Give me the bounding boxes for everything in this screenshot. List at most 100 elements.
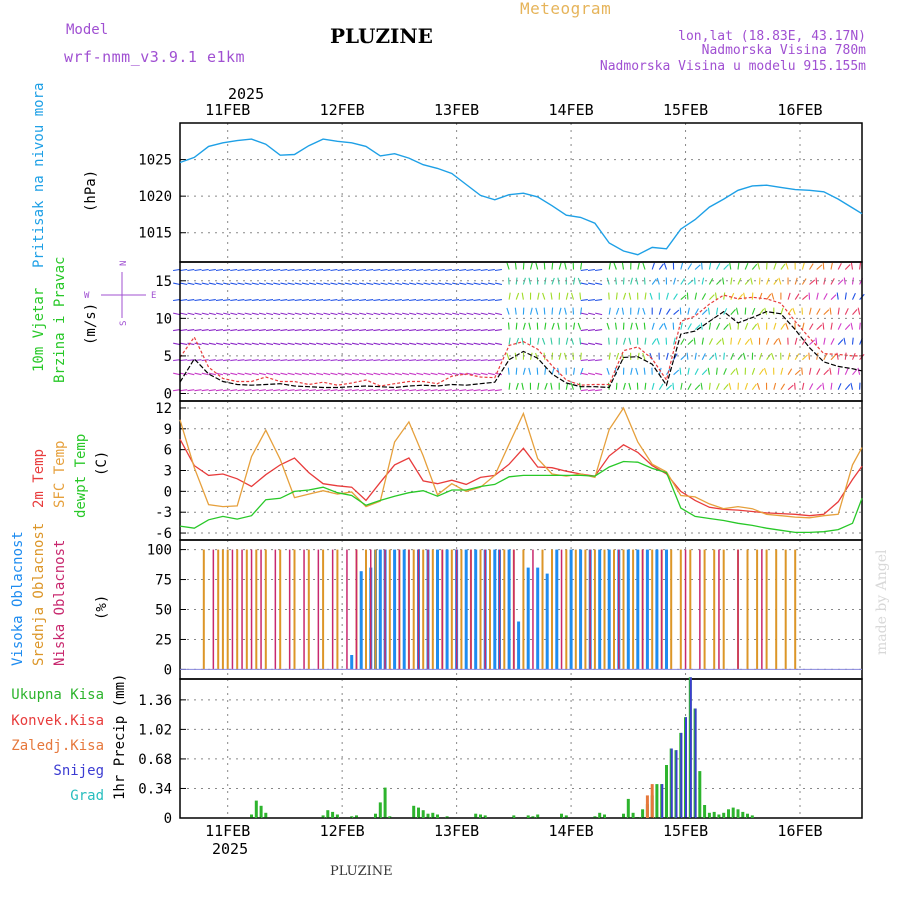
wind-arrow xyxy=(423,372,431,376)
wind-arrows xyxy=(173,262,865,392)
wind-arrow xyxy=(780,383,786,390)
wind-arrow xyxy=(487,372,495,376)
wind-arrow xyxy=(258,359,266,362)
cloud-unit: (%) xyxy=(94,595,110,620)
wind-arrow xyxy=(564,262,567,270)
wind-arrow xyxy=(494,342,503,346)
wind-arrow xyxy=(223,329,231,332)
precip-frame xyxy=(179,678,863,819)
wind-arrow xyxy=(337,359,345,362)
low-cloud-bar xyxy=(513,549,515,670)
temp-ytick-label: 9 xyxy=(164,422,172,438)
precip-bar xyxy=(321,815,325,818)
wind-arrow xyxy=(287,359,295,362)
wind-ylabel-1: 10m Vjetar xyxy=(31,288,47,372)
wind-arrow xyxy=(801,278,807,285)
wind-arrow xyxy=(607,382,610,390)
wind-arrow xyxy=(466,389,474,392)
wind-arrow xyxy=(608,337,610,345)
wind-arrow xyxy=(294,282,302,286)
wind-arrow xyxy=(844,292,847,300)
wind-arrow xyxy=(187,299,195,302)
wind-arrow xyxy=(287,342,295,346)
wind-arrow xyxy=(487,329,495,332)
wind-arrow xyxy=(237,312,245,316)
wind-arrow xyxy=(580,299,588,302)
wind-arrow xyxy=(423,359,431,362)
wind-arrow xyxy=(850,322,854,330)
wind-arrow xyxy=(822,382,825,390)
mid-cloud-bar xyxy=(784,549,787,670)
wind-arrow xyxy=(208,329,216,332)
wind-arrow xyxy=(316,342,324,346)
wind-arrow xyxy=(251,342,259,346)
wind-arrow xyxy=(251,299,259,302)
top-date-labels: 11FEB 12FEB 13FEB 14FEB 15FEB 16FEB xyxy=(205,101,822,119)
wind-arrow xyxy=(180,359,188,362)
wind-arrow xyxy=(251,372,259,376)
temp-ylabel-1: 2m Temp xyxy=(31,449,47,508)
wind-arrow xyxy=(651,262,655,270)
wind-arrow xyxy=(580,329,588,332)
coords-label: lon,lat (18.83E, 43.17N) xyxy=(678,29,866,44)
wind-arrow xyxy=(716,263,721,270)
cloud-ytick-label: 100 xyxy=(147,543,172,559)
wind-arrow xyxy=(230,329,238,332)
low-cloud-bar xyxy=(484,549,486,670)
high-cloud-bar xyxy=(474,549,478,670)
wind-arrow xyxy=(730,309,736,315)
wind-arrow xyxy=(173,342,181,346)
wind-arrow xyxy=(416,359,424,362)
wind-arrow xyxy=(693,337,696,345)
precip-bar xyxy=(388,816,392,818)
low-cloud-bar xyxy=(470,549,472,670)
bottom-date-label: 12FEB xyxy=(320,822,365,840)
low-cloud-bar xyxy=(718,549,720,670)
wind-arrow xyxy=(686,352,689,360)
bottom-date-label: 11FEB xyxy=(205,822,250,840)
mid-cloud-bar xyxy=(722,549,725,670)
wind-arrow xyxy=(437,329,445,332)
mid-cloud-bar xyxy=(255,549,258,670)
wind-ytick-label: 15 xyxy=(155,274,172,290)
wind-arrow xyxy=(187,282,195,286)
wind-arrow xyxy=(751,323,758,330)
wind-arrow xyxy=(658,323,664,330)
wind-arrow xyxy=(816,384,822,391)
wind-arrow xyxy=(180,329,188,332)
wind-arrow xyxy=(387,299,395,302)
wind-arrow xyxy=(287,372,295,376)
wind-arrow xyxy=(387,268,395,272)
wind-arrow xyxy=(528,322,532,330)
wind-arrow xyxy=(570,292,575,300)
wind-arrow xyxy=(387,389,395,392)
precip-bar xyxy=(483,815,487,818)
wind-arrow xyxy=(337,342,345,346)
wind-arrow xyxy=(230,389,238,392)
wind-arrow xyxy=(187,312,195,316)
bottom-date-label: 16FEB xyxy=(777,822,822,840)
wind-arrow xyxy=(380,312,388,316)
year-bottom: 2025 xyxy=(212,840,248,858)
wind-arrow xyxy=(723,264,729,270)
wind-arrow xyxy=(201,342,209,346)
high-cloud-bar xyxy=(645,549,649,670)
wind-arrow xyxy=(344,282,352,286)
wind-arrow xyxy=(580,359,588,362)
wind-arrow xyxy=(730,337,733,345)
wind-arrow xyxy=(749,337,753,345)
wind-arrow xyxy=(230,282,238,286)
wind-arrow xyxy=(466,299,474,302)
wind-arrow xyxy=(280,359,288,362)
wind-arrow xyxy=(280,282,288,286)
precip-bar xyxy=(431,812,435,818)
mid-cloud-bar xyxy=(422,549,425,670)
wind-arrow xyxy=(201,312,209,316)
bottom-date-label: 15FEB xyxy=(663,822,708,840)
wind-arrow xyxy=(351,342,359,346)
wind-arrow xyxy=(373,299,381,302)
precip-bar xyxy=(685,717,687,818)
wind-arrow xyxy=(529,307,533,315)
wind-arrow xyxy=(201,372,209,376)
temp-ylabel-3: dewpt Temp xyxy=(73,434,89,518)
